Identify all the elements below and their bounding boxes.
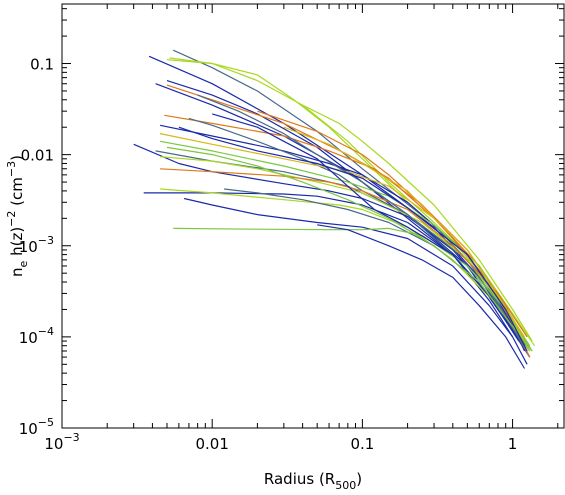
series-line-22 — [317, 224, 526, 369]
series-layer — [133, 49, 535, 369]
series-line-15 — [160, 156, 531, 352]
x-tick-label: 0.1 — [350, 435, 374, 453]
x-axis-title-subscript: 500 — [335, 479, 356, 492]
x-tick-label: 10−3 — [44, 431, 79, 453]
plot-frame — [61, 3, 565, 429]
series-line-29 — [178, 126, 528, 352]
x-tick-label: 1 — [508, 435, 518, 453]
series-line-28 — [302, 104, 533, 342]
series-line-20 — [183, 197, 528, 365]
y-tick-label: 10−5 — [19, 416, 54, 438]
tick-label-layer: 10−3 0.01 0.1 1 10−5 10−4 10−3 0.01 0.1 — [19, 56, 518, 453]
y-tick-label: 10−3 — [19, 234, 54, 256]
series-line-18 — [160, 188, 526, 347]
series-line-23 — [257, 110, 531, 358]
y-tick-label: 0.1 — [30, 56, 54, 74]
tick-layer — [61, 4, 564, 429]
series-line-27 — [166, 146, 533, 352]
y-tick-label: 0.01 — [21, 147, 54, 165]
y-axis-title: ne h(z)−2 (cm−3) — [5, 155, 30, 277]
x-axis-title: Radius (R500) — [264, 470, 362, 492]
y-tick-label: 10−4 — [19, 325, 54, 347]
series-line-21 — [173, 227, 531, 347]
x-tick-label: 0.01 — [195, 435, 228, 453]
series-line-24 — [283, 126, 526, 338]
